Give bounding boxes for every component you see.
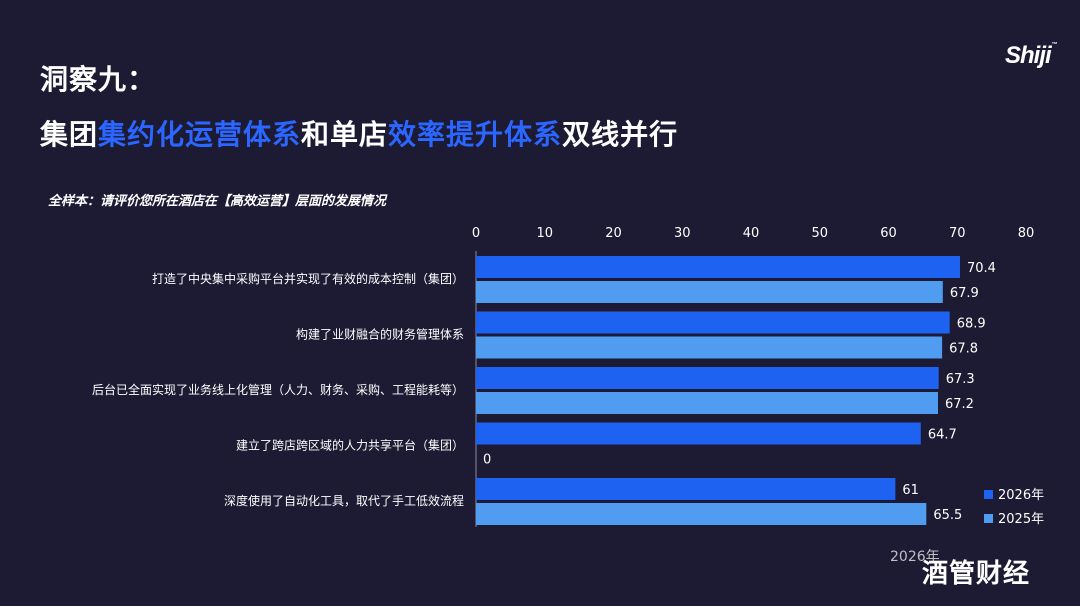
watermark-brand: 酒管财经 bbox=[922, 559, 1031, 589]
data-label: 67.3 bbox=[946, 372, 975, 387]
category-label: 构建了业财融合的财务管理体系 bbox=[296, 327, 464, 342]
legend-label: 2025年 bbox=[998, 512, 1044, 527]
title-segment: 效率提升体系 bbox=[388, 118, 563, 151]
chart-title: 全样本：请评价您所在酒店在【高效运营】层面的发展情况 bbox=[48, 194, 387, 209]
bar-2026 bbox=[476, 422, 921, 445]
data-label: 67.2 bbox=[945, 397, 974, 412]
data-label: 70.4 bbox=[967, 261, 996, 276]
x-tick-label: 40 bbox=[743, 226, 760, 241]
bar-2026 bbox=[476, 256, 960, 278]
data-label: 0 bbox=[483, 453, 491, 468]
category-label: 建立了跨店跨区域的人力共享平台（集团） bbox=[236, 438, 464, 453]
x-tick-label: 10 bbox=[536, 226, 553, 241]
watermark-year: 2026年 bbox=[890, 549, 940, 565]
bar-2026 bbox=[476, 311, 950, 334]
x-tick-label: 20 bbox=[605, 226, 622, 241]
data-label: 68.9 bbox=[957, 317, 986, 332]
x-tick-label: 30 bbox=[674, 226, 691, 241]
legend-swatch bbox=[984, 490, 993, 499]
data-label: 65.5 bbox=[933, 508, 962, 523]
logo-text: Shiji bbox=[1005, 42, 1052, 69]
x-tick-label: 60 bbox=[880, 226, 897, 241]
x-tick-label: 70 bbox=[949, 226, 966, 241]
data-label: 67.9 bbox=[950, 286, 979, 301]
data-label: 61 bbox=[902, 483, 919, 498]
bar-chart: 0 10 20 30 40 50 60 70 80 打造了中央集中采购平台并实现了有效的成本控制（… bbox=[92, 226, 1044, 527]
title-segment: 集约化运营体系 bbox=[98, 118, 302, 151]
x-tick-label: 0 bbox=[472, 226, 480, 241]
trademark-mark: ™ bbox=[1051, 42, 1058, 48]
title-segment: 集团 bbox=[40, 118, 99, 151]
data-label: 67.8 bbox=[949, 342, 978, 357]
data-label: 64.7 bbox=[928, 428, 957, 443]
category-label: 打造了中央集中采购平台并实现了有效的成本控制（集团） bbox=[152, 271, 464, 286]
title-segment: 和单店 bbox=[301, 118, 389, 151]
x-tick-label: 50 bbox=[811, 226, 828, 241]
legend-label: 2026年 bbox=[998, 488, 1044, 503]
bar-2026 bbox=[476, 367, 939, 389]
page-title: 集团集约化运营体系和单店效率提升体系双线并行 bbox=[40, 113, 678, 153]
legend-swatch bbox=[984, 514, 993, 523]
shiji-logo: Shiji™ bbox=[1005, 42, 1058, 70]
insight-number: 洞察九： bbox=[40, 63, 157, 96]
title-segment: 双线并行 bbox=[562, 118, 679, 151]
bar-2026 bbox=[476, 478, 896, 500]
bar-2025 bbox=[476, 392, 938, 414]
category-label: 深度使用了自动化工具，取代了手工低效流程 bbox=[224, 493, 464, 508]
bar-2025 bbox=[476, 336, 943, 359]
bar-2025 bbox=[476, 503, 927, 525]
x-tick-label: 80 bbox=[1018, 226, 1035, 241]
bar-2025 bbox=[476, 281, 943, 303]
category-label: 后台已全面实现了业务线上化管理（人力、财务、采购、工程能耗等） bbox=[92, 382, 464, 397]
